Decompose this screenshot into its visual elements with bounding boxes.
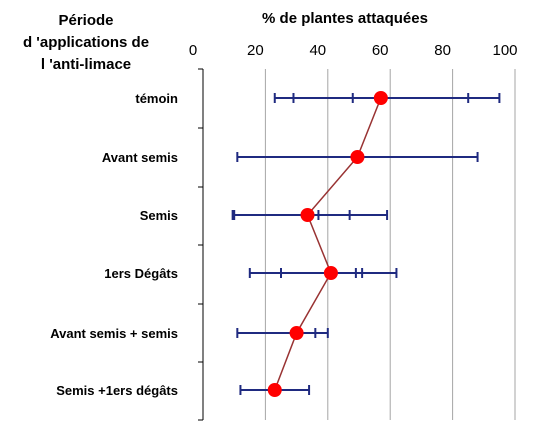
- y-axis-title-line-2: d 'applications de: [23, 34, 149, 51]
- category-label-1: Avant semis: [102, 150, 178, 165]
- x-tick-label-100: 100: [492, 42, 517, 59]
- x-tick-label-20: 20: [247, 42, 264, 59]
- y-axis-title-line-1: Période: [58, 12, 113, 29]
- series-line: [274, 97, 382, 391]
- data-point-2: [300, 208, 315, 222]
- data-point-4: [289, 326, 304, 340]
- data-points: [267, 91, 388, 397]
- x-tick-label-80: 80: [434, 42, 451, 59]
- error-bars: [231, 93, 501, 395]
- data-point-0: [373, 91, 388, 105]
- gridlines: [264, 69, 516, 420]
- y-axis-title: Période d 'applications de l 'anti-limac…: [23, 12, 149, 73]
- data-point-5: [267, 383, 282, 397]
- data-point-1: [350, 150, 365, 164]
- x-tick-label-40: 40: [309, 42, 326, 59]
- x-tick-label-0: 0: [189, 42, 197, 59]
- y-axis-title-line-3: l 'anti-limace: [41, 56, 131, 73]
- data-point-3: [323, 266, 338, 280]
- category-label-5: Semis +1ers dégâts: [56, 383, 178, 398]
- x-tick-label-60: 60: [372, 42, 389, 59]
- category-labels: témoin Avant semis Semis 1ers Dégâts Avant s…: [50, 91, 178, 398]
- category-label-3: 1ers Dégâts: [104, 266, 178, 281]
- category-label-2: Semis: [140, 208, 178, 223]
- category-label-4: Avant semis + semis: [50, 326, 178, 341]
- series-line-path: [274, 97, 382, 391]
- chart-title: % de plantes attaquées: [262, 10, 428, 27]
- x-tick-labels: 0 20 40 60 80 100: [189, 42, 518, 59]
- y-axis: [198, 68, 204, 421]
- category-label-0: témoin: [135, 91, 178, 106]
